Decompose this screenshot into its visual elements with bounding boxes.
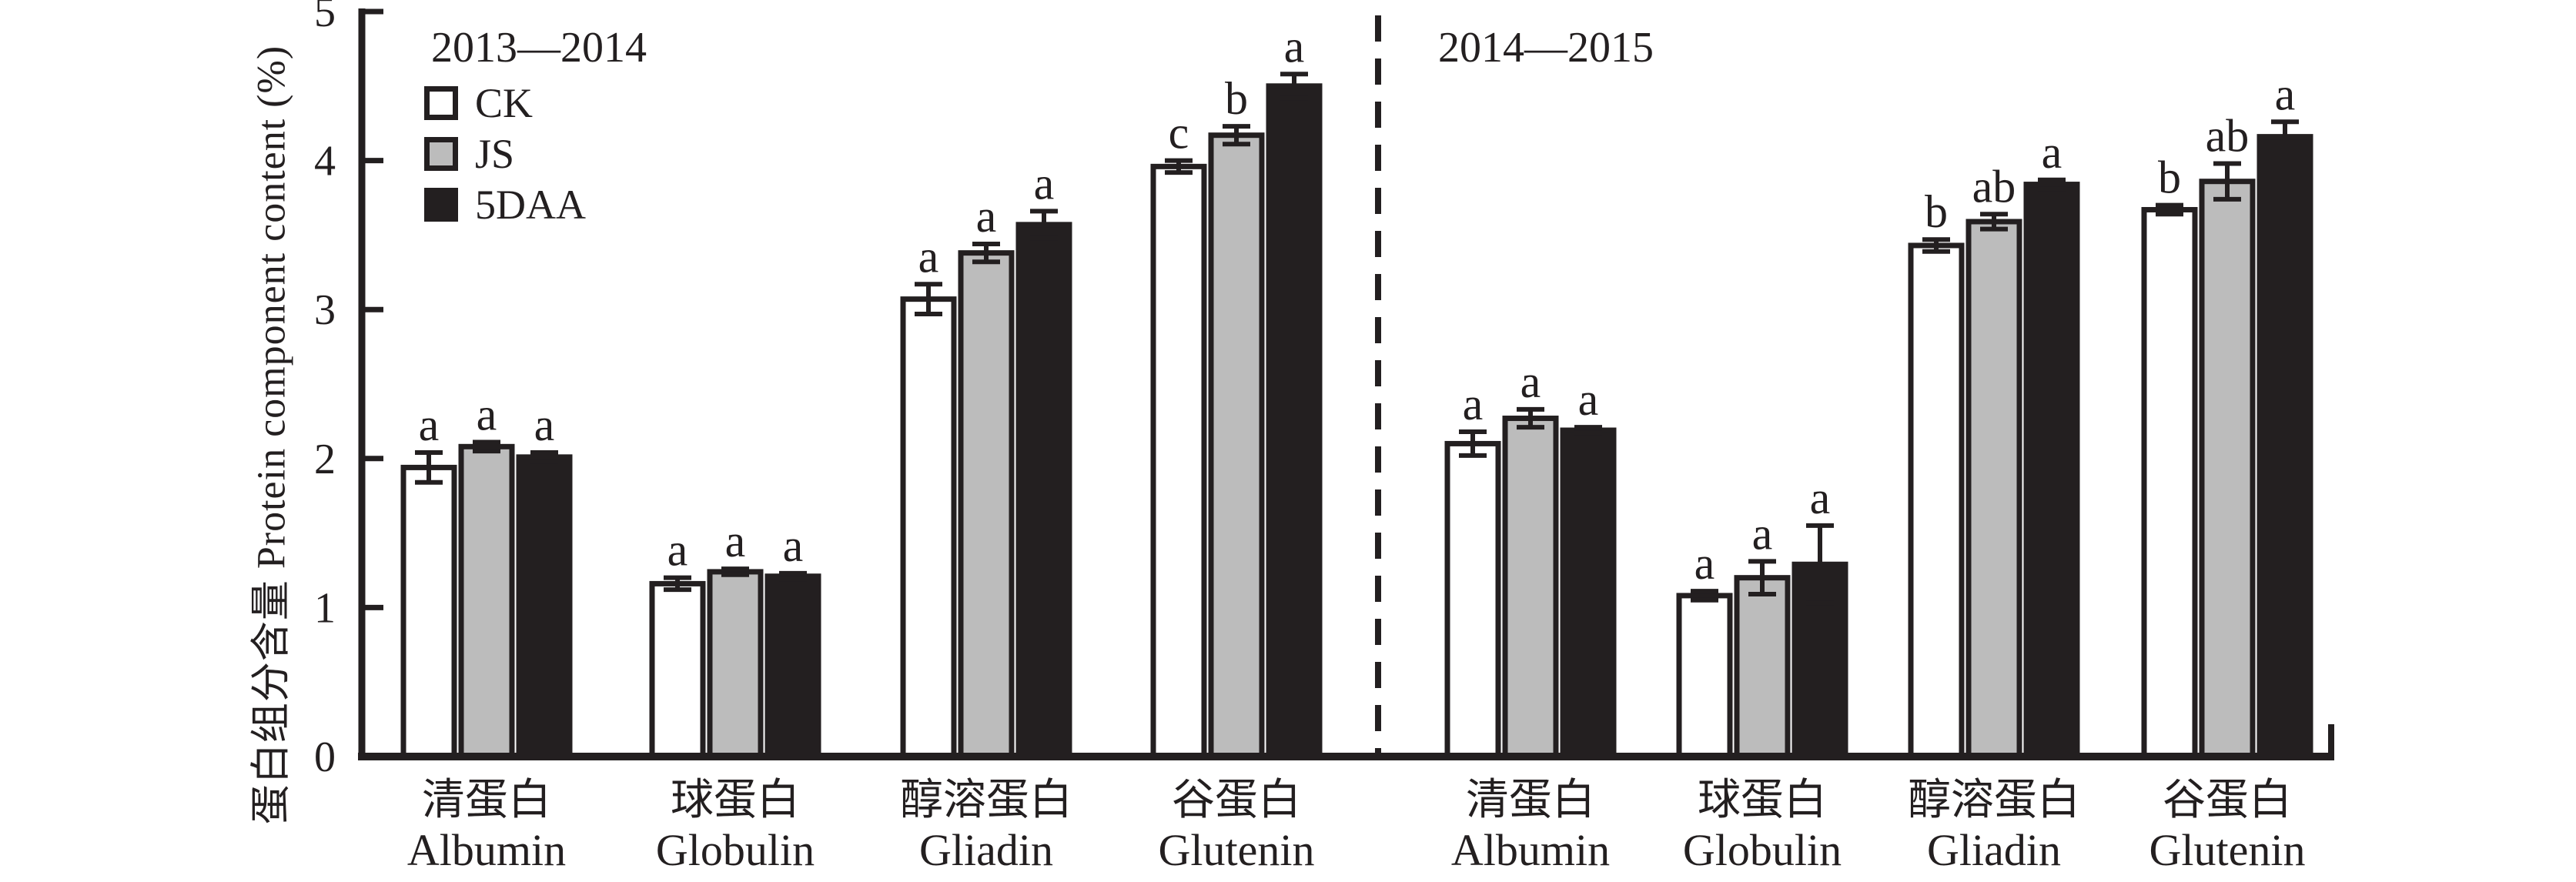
sig-letter: b [2158,152,2181,203]
bar-JS [1965,219,2022,760]
sig-letter: a [725,516,746,566]
y-tick-label: 3 [314,286,336,334]
sig-letter: a [1521,356,1541,407]
bar-JS [1502,416,1559,760]
bar-JS [1208,132,1265,760]
category-label-zh: 醇溶蛋白 [900,777,1072,824]
sig-letter: a [667,525,688,576]
category-label-en: Albumin [1451,825,1610,875]
bar-5DAA [2257,134,2313,760]
bar-CK [900,296,957,760]
category-label-en: Glutenin [2149,825,2306,875]
sig-letter: b [1225,73,1248,124]
sig-letter: a [534,399,555,450]
category-label-en: Globulin [656,825,815,875]
js-swatch-icon [424,137,458,171]
sig-letter: a [918,231,939,282]
sig-letter: a [2042,127,2062,178]
sig-letter: c [1169,108,1189,159]
category-label-en: Globulin [1683,825,1842,875]
sig-letter: a [976,191,997,242]
category-label-zh: 清蛋白 [422,777,551,824]
sig-letter: a [783,520,804,571]
bar-JS [458,443,515,760]
bar-JS [958,250,1015,760]
sig-letter: b [1925,186,1948,237]
legend-label-ck: CK [475,80,534,126]
bar-CK [1908,242,1965,760]
sig-letter: a [1752,508,1773,559]
panel-title-2014-2015: 2014—2015 [1438,24,1654,72]
legend-item-js: JS [424,131,586,177]
sig-letter: ab [1972,161,2016,212]
bar-5DAA [764,573,821,760]
bar-5DAA [2023,182,2080,760]
y-tick-label: 2 [314,436,336,483]
bar-JS [707,569,764,760]
bar-5DAA [1266,83,1323,760]
sig-letter: a [477,389,497,440]
category-label-en: Gliadin [919,825,1053,875]
bar-JS [1734,575,1791,760]
legend-label-5daa: 5DAA [475,182,586,228]
category-label-zh: 谷蛋白 [1172,777,1301,824]
category-label-en: Gliadin [1927,825,2061,875]
sig-letter: a [419,399,440,450]
category-label-zh: 球蛋白 [671,777,800,824]
category-label-zh: 清蛋白 [1466,777,1595,824]
sig-letter: a [1578,374,1599,425]
legend-label-js: JS [475,131,515,177]
category-label-zh: 醇溶蛋白 [1908,777,2080,824]
sig-letter: ab [2206,110,2250,161]
sig-letter: a [2275,68,2296,119]
category-label-zh: 球蛋白 [1698,777,1827,824]
fivedaa-swatch-icon [424,188,458,222]
y-tick-label: 1 [314,584,336,632]
y-tick-label: 5 [314,0,336,36]
bar-CK [400,464,457,760]
category-label-zh: 谷蛋白 [2163,777,2292,824]
legend-item-5daa: 5DAA [424,182,586,228]
sig-letter: a [1034,158,1055,209]
sig-letter: a [1810,473,1831,523]
bar-CK [1676,593,1733,760]
sig-letter: a [1284,21,1305,72]
panel-title-2013-2014: 2013—2014 [431,24,647,72]
bar-5DAA [516,454,573,760]
bar-CK [2141,206,2198,760]
y-tick-label: 4 [314,138,336,185]
bar-5DAA [1015,222,1072,760]
y-tick-label: 0 [314,733,336,781]
bar-JS [2199,179,2256,760]
y-axis-label: 蛋白组分含量 Protein component content (%) [249,45,294,825]
bar-5DAA [1560,427,1617,760]
ck-swatch-icon [424,86,458,120]
category-label-en: Albumin [407,825,566,875]
sig-letter: a [1694,538,1715,589]
category-label-en: Glutenin [1159,825,1315,875]
sig-letter: a [1463,379,1484,429]
legend-item-ck: CK [424,80,586,126]
bar-CK [1444,440,1501,760]
legend: CK JS 5DAA [424,80,586,228]
bar-CK [1150,163,1207,760]
bar-CK [649,580,706,760]
